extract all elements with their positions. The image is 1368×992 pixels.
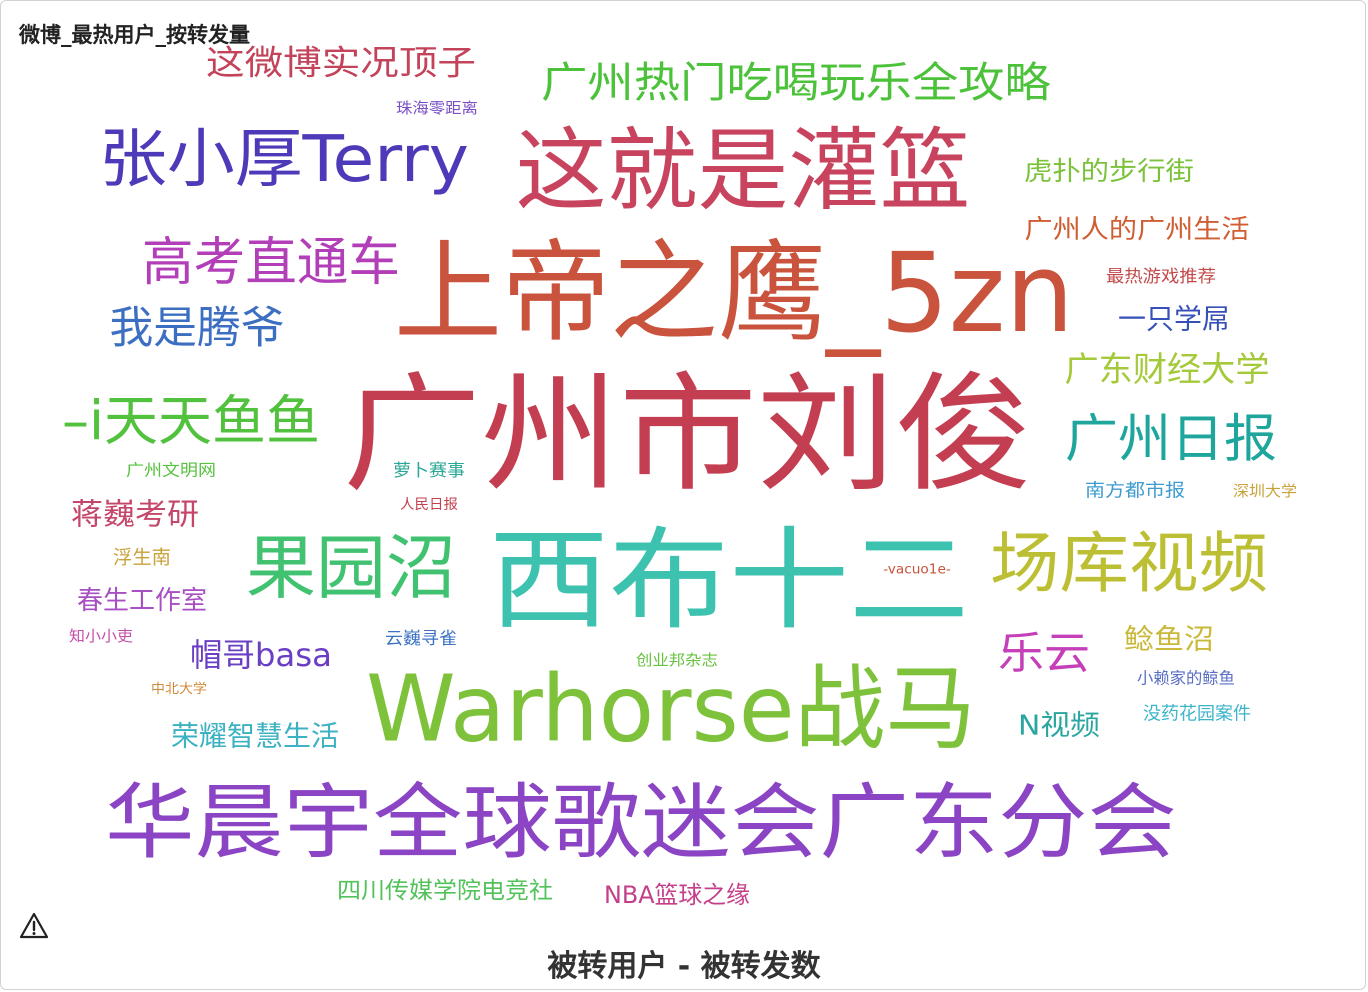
word-18[interactable]: 南方都市报: [1085, 481, 1185, 502]
word-22[interactable]: 果园沼: [246, 527, 456, 609]
word-12[interactable]: 广东财经大学: [1065, 350, 1270, 390]
word-28[interactable]: 乐云: [998, 627, 1090, 679]
warning-icon[interactable]: [19, 911, 49, 941]
word-38[interactable]: N视频: [1018, 709, 1100, 742]
word-23[interactable]: 西布十二: [489, 517, 969, 645]
word-15[interactable]: 广州日报: [1065, 409, 1277, 469]
word-36[interactable]: 小赖家的鲸鱼: [1137, 669, 1235, 688]
word-3[interactable]: 张小厚Terry: [99, 122, 469, 197]
word-14[interactable]: –i天天鱼鱼: [62, 389, 320, 452]
word-27[interactable]: 春生工作室: [77, 586, 207, 616]
chart-caption: 被转用户 - 被转发数: [547, 949, 821, 984]
word-9[interactable]: 最热游戏推荐: [1106, 266, 1216, 286]
word-6[interactable]: 广州人的广州生活: [1025, 215, 1250, 245]
word-20[interactable]: 人民日报: [400, 496, 458, 513]
word-2[interactable]: 珠海零距离: [396, 99, 478, 117]
word-25[interactable]: 浮生南: [113, 546, 171, 569]
word-42[interactable]: NBA篮球之缘: [604, 881, 750, 909]
word-40[interactable]: 华晨宇全球歌迷会广东分会: [105, 775, 1177, 871]
word-5[interactable]: 虎扑的步行街: [1024, 157, 1194, 187]
word-34[interactable]: 中北大学: [151, 681, 207, 696]
word-1[interactable]: 广州热门吃喝玩乐全攻略: [541, 59, 1051, 107]
word-8[interactable]: 上帝之鹰_5zn: [394, 229, 1074, 357]
word-24[interactable]: 场库视频: [990, 525, 1268, 602]
word-19[interactable]: 深圳大学: [1233, 482, 1297, 499]
word-37[interactable]: 荣耀智慧生活: [171, 719, 339, 752]
word-35[interactable]: Warhorse战马: [366, 655, 976, 763]
word-29[interactable]: 鲶鱼沼: [1124, 623, 1214, 656]
chart-title: 微博_最热用户_按转发量: [19, 23, 250, 47]
word-4[interactable]: 这就是灌篮: [515, 119, 970, 223]
word-39[interactable]: 没药花园案件: [1143, 704, 1251, 725]
word-17[interactable]: 萝卜赛事: [393, 460, 465, 480]
word-31[interactable]: 云巍寻雀: [385, 629, 457, 648]
word-41[interactable]: 四川传媒学院电竞社: [337, 876, 553, 903]
word-30[interactable]: 知小小吏: [69, 627, 133, 644]
word-7[interactable]: 高考直通车: [142, 233, 400, 293]
word-33[interactable]: 创业邦杂志: [636, 651, 718, 669]
word-16[interactable]: 广州文明网: [126, 462, 216, 481]
word-0[interactable]: 这微博实况顶子: [206, 43, 476, 83]
word-21[interactable]: 蒋巍考研: [71, 498, 199, 533]
word-32[interactable]: 帽哥basa: [190, 636, 332, 674]
word-11[interactable]: 一只学屌: [1118, 302, 1230, 335]
word-26[interactable]: -vacuo1e-: [883, 563, 951, 578]
word-10[interactable]: 我是腾爷: [110, 302, 285, 353]
word-13[interactable]: 广州市刘俊: [343, 360, 1033, 509]
